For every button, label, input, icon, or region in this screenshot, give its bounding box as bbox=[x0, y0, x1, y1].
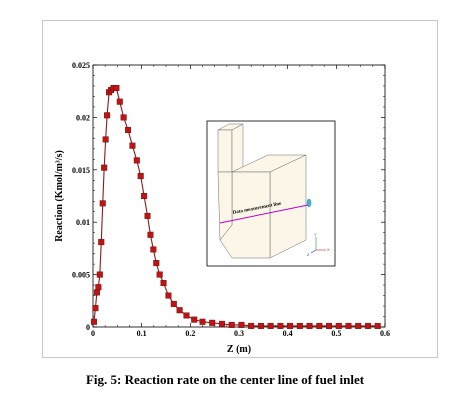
x-axis-title: Z (m) bbox=[227, 344, 251, 355]
inset-axis-x-label: X bbox=[327, 247, 330, 252]
figure-frame bbox=[42, 20, 438, 358]
data-point bbox=[129, 142, 136, 149]
x-tick-labels: 0 0.1 0.2 0.3 0.4 0.5 0.6 bbox=[91, 329, 390, 338]
x-tick-label: 0.2 bbox=[185, 329, 195, 338]
y-tick-label: 0.025 bbox=[72, 61, 90, 70]
data-point bbox=[183, 312, 190, 319]
fuel-inlet-marker bbox=[306, 198, 312, 208]
y-tick-label: 0.015 bbox=[72, 166, 90, 175]
inset-axis-z-label: Z bbox=[307, 252, 310, 257]
x-tick-label: 0.6 bbox=[380, 329, 390, 338]
data-point bbox=[102, 136, 109, 143]
data-point bbox=[296, 322, 303, 329]
y-tick-label: 0.02 bbox=[76, 113, 90, 122]
data-points bbox=[90, 85, 381, 329]
y-tick-label: 0 bbox=[86, 323, 90, 332]
data-point bbox=[156, 271, 163, 278]
data-point bbox=[150, 246, 157, 253]
y-tick-label: 0.005 bbox=[72, 271, 90, 280]
data-point bbox=[116, 98, 123, 105]
data-point bbox=[209, 319, 216, 326]
x-tick-label: 0.5 bbox=[331, 329, 341, 338]
data-point bbox=[364, 322, 371, 329]
data-point bbox=[316, 322, 323, 329]
x-tick-label: 0.1 bbox=[137, 329, 147, 338]
data-point bbox=[335, 322, 342, 329]
figure-caption: Fig. 5: Reaction rate on the center line… bbox=[85, 372, 365, 387]
y-tick-label: 0.01 bbox=[76, 218, 90, 227]
inset-duct-body bbox=[217, 123, 307, 259]
data-point bbox=[199, 318, 206, 325]
data-point bbox=[144, 212, 151, 219]
data-point bbox=[355, 322, 362, 329]
data-point bbox=[257, 322, 264, 329]
data-point bbox=[345, 322, 352, 329]
data-point bbox=[326, 322, 333, 329]
data-point bbox=[141, 192, 148, 199]
x-tick-label: 0.4 bbox=[283, 329, 293, 338]
data-point bbox=[228, 321, 235, 328]
data-point bbox=[277, 322, 284, 329]
y-axis-title: Reaction (Kmol/m³/s) bbox=[54, 150, 65, 242]
data-point bbox=[99, 200, 106, 207]
data-point bbox=[160, 279, 167, 286]
data-point bbox=[306, 322, 313, 329]
y-tick-labels: 0 0.005 0.01 0.015 0.02 0.025 bbox=[72, 61, 90, 332]
data-point bbox=[267, 322, 274, 329]
data-point bbox=[248, 322, 255, 329]
data-point bbox=[238, 321, 245, 328]
data-point bbox=[120, 114, 127, 121]
data-measurement-line bbox=[219, 204, 309, 224]
data-point bbox=[113, 85, 120, 92]
data-point bbox=[147, 231, 154, 238]
data-point bbox=[133, 157, 140, 164]
data-point bbox=[153, 260, 160, 267]
data-point bbox=[287, 322, 294, 329]
data-point bbox=[90, 318, 97, 325]
data-point bbox=[104, 112, 111, 119]
inset-geometry-diagram: Data measurement line Y Z X bbox=[206, 120, 336, 267]
data-point bbox=[96, 271, 103, 278]
data-point bbox=[137, 173, 144, 180]
data-point bbox=[165, 292, 172, 299]
data-point bbox=[191, 316, 198, 323]
data-point bbox=[98, 239, 105, 246]
data-point bbox=[101, 164, 108, 171]
data-point bbox=[176, 307, 183, 314]
data-point bbox=[170, 300, 177, 307]
data-point bbox=[92, 305, 99, 312]
data-point bbox=[374, 322, 381, 329]
inset-axis-y-label: Y bbox=[314, 232, 317, 237]
x-tick-label: 0.3 bbox=[234, 329, 244, 338]
data-point bbox=[125, 126, 132, 133]
inset-axis-triad: Y Z X bbox=[307, 232, 330, 257]
data-point bbox=[95, 284, 102, 291]
data-point bbox=[93, 289, 100, 296]
data-point bbox=[218, 320, 225, 327]
x-tick-label: 0 bbox=[91, 329, 95, 338]
